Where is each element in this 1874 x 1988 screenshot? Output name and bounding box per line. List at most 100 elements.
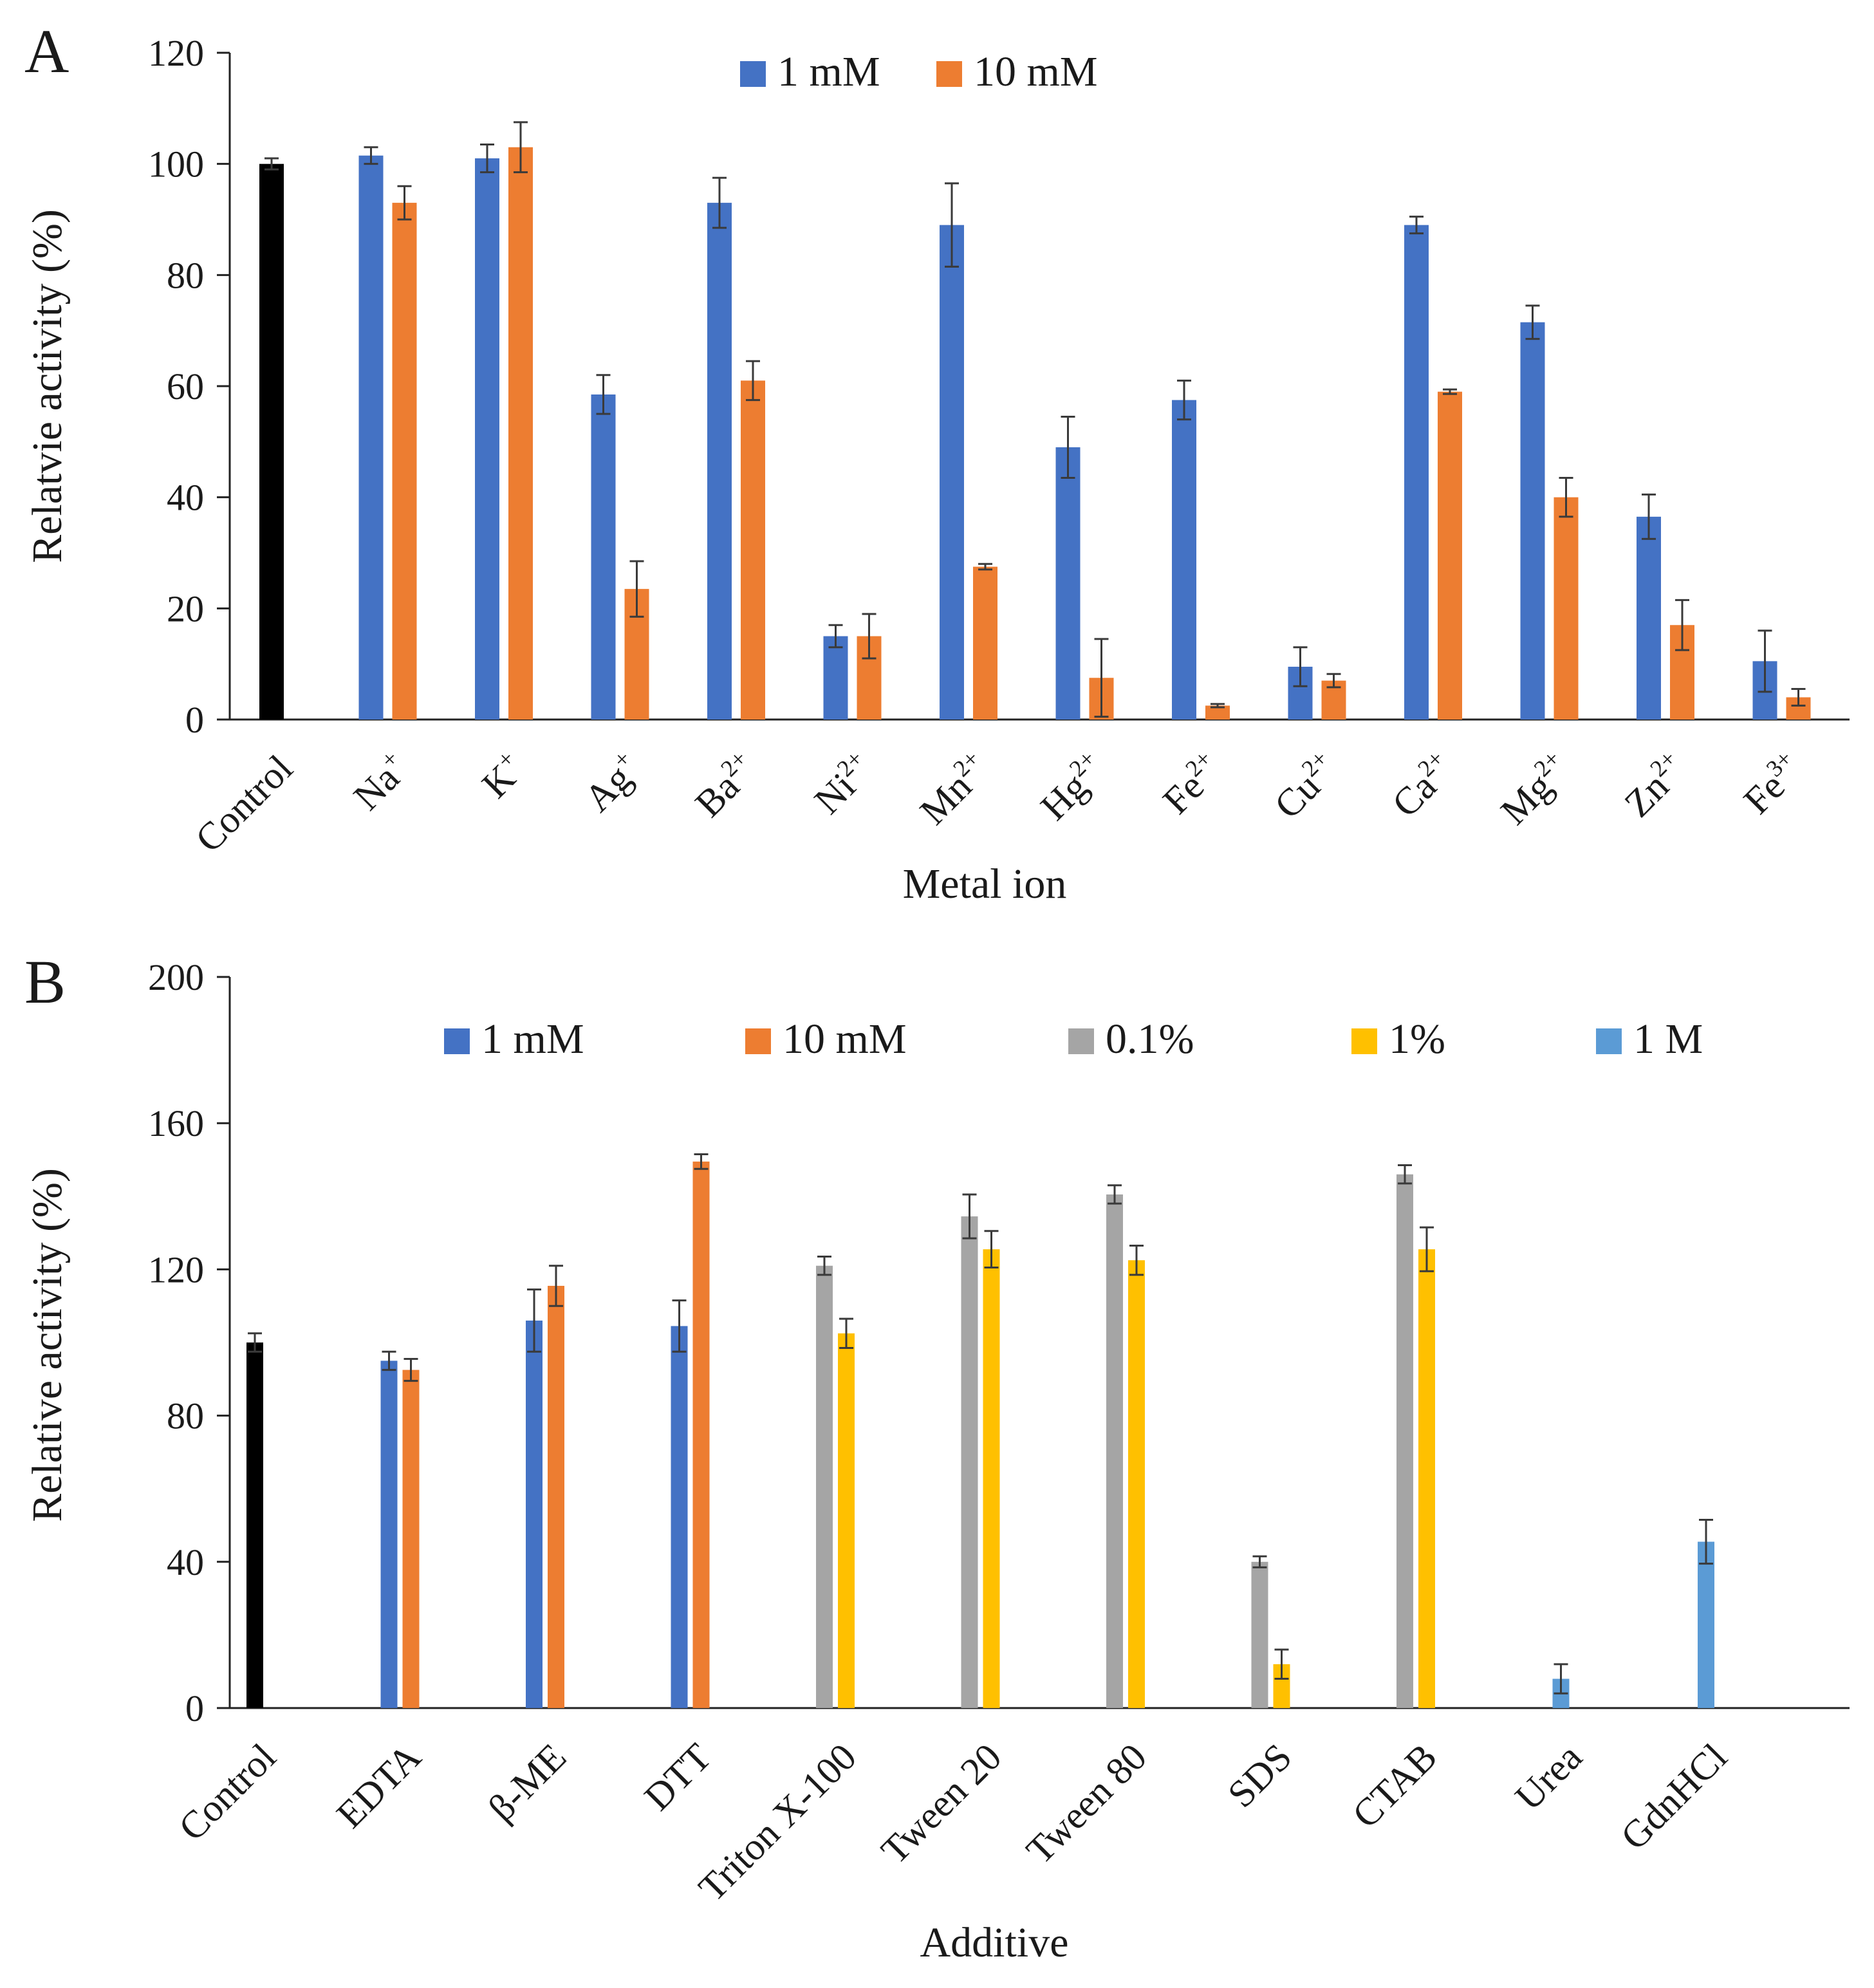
category-label-text: Control [187,747,301,860]
y-axis-title: Relatvie activity (%) [24,209,71,563]
y-tick-label: 80 [167,254,204,296]
legend-label: 10 mM [783,1016,907,1063]
category-label-text: CTAB [1344,1736,1445,1836]
category-label-text: Tween 20 [873,1736,1010,1872]
bar-series-4 [1698,1541,1714,1708]
bar-series-0 [380,1361,398,1708]
category-label: Ag+ [575,745,649,819]
legend-swatch [444,1028,470,1054]
y-tick-label: 0 [185,699,204,741]
legend-swatch [1596,1028,1622,1054]
panel-label-b: B [24,947,66,1016]
bar-series-2 [816,1265,833,1708]
category-label-text: DTT [636,1736,719,1819]
legend-swatch [745,1028,771,1054]
category-label: SDS [1220,1736,1300,1816]
bar-series-1 [1554,497,1579,720]
bar-series-1 [392,203,417,720]
legend-swatch [1068,1028,1094,1054]
category-label-text: Control [171,1736,284,1849]
bar-control [259,163,284,720]
bar-series-0 [1520,322,1545,720]
legend-label: 1 M [1633,1016,1703,1063]
bar-series-0 [671,1326,688,1708]
y-tick-label: 40 [167,477,204,519]
y-tick-label: 40 [167,1541,204,1583]
bar-series-0 [940,225,964,720]
category-label: Zn2+ [1615,745,1694,825]
category-label: Triton X-100 [691,1736,864,1909]
bar-series-0 [591,394,616,720]
legend-label: 0.1% [1106,1016,1194,1063]
bar-series-0 [526,1320,543,1708]
legend-label: 1 mM [777,48,880,95]
bar-series-1 [973,566,997,720]
bar-series-3 [1128,1260,1145,1708]
chart-panel-a: 0 20 40 60 80 100 120 Relatvie activity (%) Meta… [24,32,1850,907]
bar-series-2 [961,1216,978,1708]
bar-series-1 [402,1370,420,1708]
y-tick-label: 0 [185,1687,204,1729]
category-label: Fe2+ [1153,745,1230,822]
y-tick-label: 120 [148,32,204,74]
bar-series-3 [1418,1249,1435,1708]
category-label: DTT [636,1736,719,1819]
y-axis-title: Relative activity (%) [24,1168,71,1522]
bar-series-0 [358,155,384,720]
y-tick-label: 120 [148,1249,204,1290]
category-label-text: Triton X-100 [691,1736,864,1909]
bar-series-3 [983,1249,1000,1708]
bar-series-1 [548,1285,564,1708]
legend-label: 1 mM [481,1016,584,1063]
legend-label: 10 mM [974,48,1098,95]
legend-swatch [740,61,766,87]
panel-label-a: A [24,17,69,86]
category-label: Control [187,747,301,860]
category-label-text: Urea [1507,1736,1590,1819]
category-label: Ni2+ [805,745,882,822]
bar-series-0 [823,636,848,720]
category-label: Hg2+ [1031,745,1113,828]
x-axis-title: Additive [920,1919,1069,1966]
category-label-text: SDS [1220,1736,1300,1816]
bar-series-0 [475,158,499,720]
category-label: Tween 20 [873,1736,1010,1872]
legend-label: 1% [1389,1016,1445,1063]
category-label-text: GdnHCl [1613,1736,1735,1858]
bar-series-2 [1106,1194,1123,1708]
category-label: Cu2+ [1265,745,1346,826]
category-label: EDTA [328,1736,429,1836]
category-label: GdnHCl [1613,1736,1735,1858]
category-label: Control [171,1736,284,1849]
category-label-text: EDTA [328,1736,429,1836]
chart-panel-b: 0 40 80 120 160 200 Relative activity (%) Addit… [24,956,1850,1966]
category-label: Urea [1507,1736,1590,1819]
x-axis-title: Metal ion [903,860,1067,907]
legend-swatch [1351,1028,1377,1054]
bar-series-1 [508,147,533,720]
category-label: Ca2+ [1382,745,1462,825]
category-label: Tween 80 [1018,1736,1155,1872]
category-label: Fe3+ [1734,745,1811,822]
bar-series-1 [741,380,765,720]
y-tick-label: 80 [167,1395,204,1437]
bar-series-1 [1438,391,1462,720]
category-label: Mn2+ [911,745,998,833]
bar-series-1 [1205,705,1230,720]
bar-series-1 [692,1161,710,1708]
bar-series-3 [838,1333,855,1708]
bar-series-2 [1251,1561,1268,1708]
bar-series-0 [1172,400,1196,720]
bar-series-0 [707,203,732,720]
category-label: Mg2+ [1491,745,1579,833]
y-tick-label: 100 [148,144,204,185]
category-label: Ba2+ [685,745,765,825]
category-label-text: Tween 80 [1018,1736,1155,1872]
category-label: K+ [472,745,533,806]
y-tick-label: 60 [167,366,204,407]
category-label: CTAB [1344,1736,1445,1836]
y-tick-label: 160 [148,1102,204,1144]
y-tick-label: 200 [148,956,204,998]
